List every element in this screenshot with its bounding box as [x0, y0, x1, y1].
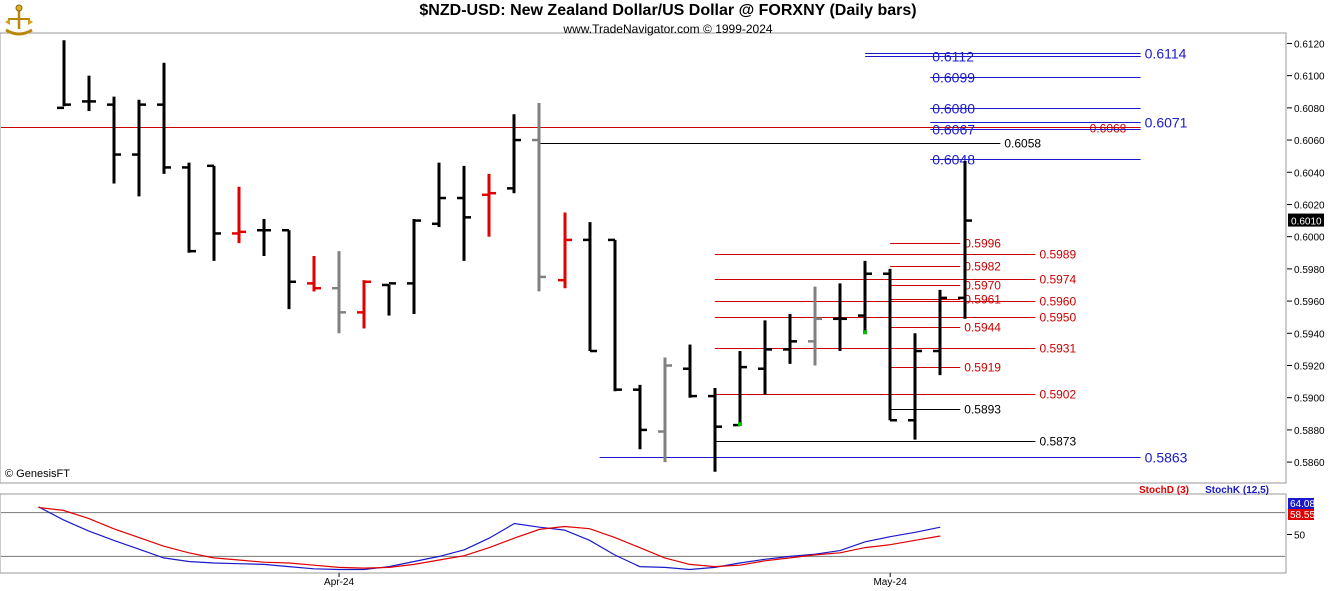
main-plot-area	[0, 32, 1287, 484]
level-label: 0.5974	[1039, 273, 1076, 287]
level-label: 0.5996	[964, 237, 1001, 251]
level-label: 0.5950	[1039, 311, 1076, 325]
level-label: 0.6067	[932, 122, 975, 138]
chart-frames	[0, 32, 1335, 574]
y-tick-label: 0.6040	[1294, 168, 1325, 179]
y-tick-label: 0.5920	[1294, 362, 1325, 373]
last-price-box	[1288, 213, 1324, 227]
indicator-value-label: 64.08	[1290, 499, 1315, 510]
y-tick-label: 0.5960	[1294, 297, 1325, 308]
legend-stochk: StochK (12,5)	[1205, 485, 1269, 496]
level-label: 0.5960	[1039, 295, 1076, 309]
stochastic-series-line	[38, 506, 941, 569]
level-label: 0.6114	[1145, 46, 1187, 62]
indicator-plot-area	[0, 493, 1287, 574]
level-label: 0.5970	[964, 279, 1001, 293]
y-tick-label: 0.6000	[1294, 233, 1325, 244]
level-label: 0.6071	[1145, 115, 1188, 131]
level-label: 0.6080	[932, 101, 975, 117]
y-tick-label: 0.6060	[1294, 136, 1325, 147]
ohlc-bars	[57, 40, 972, 472]
y-tick-label: 0.5940	[1294, 329, 1325, 340]
x-tick-label: Apr-24	[324, 577, 354, 588]
indicator-value-label: 58.55	[1290, 510, 1315, 521]
indicator-value-box	[1288, 509, 1314, 520]
last-price-label: 0.6010	[1291, 217, 1322, 228]
indicator-value-box	[1288, 498, 1314, 509]
level-label: 0.6099	[932, 70, 975, 86]
y-tick-label: 0.6120	[1294, 39, 1325, 50]
low-marker	[738, 422, 742, 427]
level-label: 0.5893	[964, 403, 1001, 417]
price-levels: 0.6114 0.6112 0.6099 0.6080 0.6071 0.6068 0.60…	[1, 46, 1188, 466]
low-marker	[863, 330, 867, 335]
level-label: 0.5873	[1039, 435, 1076, 449]
y-tick-label: 0.5880	[1294, 426, 1325, 437]
y-axis: 0.6120 0.6100 0.6080 0.6060 0.6040 0.6020 0.60…	[1287, 39, 1325, 469]
y-tick-label: 0.6100	[1294, 72, 1325, 83]
level-label: 0.5961	[964, 293, 1001, 307]
chart-title: $NZD-USD: New Zealand Dollar/US Dollar @…	[419, 2, 917, 19]
y-tick-label: 0.5980	[1294, 265, 1325, 276]
level-label: 0.5989	[1039, 248, 1076, 262]
y-tick-label: 0.5860	[1294, 458, 1325, 469]
copyright-text: © GenesisFT	[5, 468, 70, 480]
stochastic-series-line	[38, 506, 941, 571]
level-label: 0.6068	[1090, 122, 1127, 136]
chart-subtitle: www.TradeNavigator.com © 1999-2024	[563, 22, 773, 36]
y-tick-label: 0.5900	[1294, 394, 1325, 405]
x-axis: Apr-24 May-24	[324, 573, 907, 588]
trade-navigator-logo-icon	[5, 4, 33, 36]
legend-stochd: StochD (3)	[1139, 485, 1189, 496]
level-label: 0.6048	[932, 152, 975, 168]
indicator-tick-label: 50	[1294, 531, 1306, 542]
level-label: 0.6058	[1004, 137, 1041, 151]
y-tick-label: 0.6080	[1294, 104, 1325, 115]
level-label: 0.5931	[1039, 342, 1076, 356]
level-label: 0.5944	[964, 321, 1001, 335]
level-label: 0.5919	[964, 361, 1001, 375]
level-label: 0.5982	[964, 260, 1001, 274]
level-label: 0.6112	[932, 49, 974, 65]
price-axis	[1287, 33, 1335, 483]
x-tick-label: May-24	[873, 577, 907, 588]
y-tick-label: 0.6020	[1294, 200, 1325, 211]
level-label: 0.5902	[1039, 388, 1076, 402]
level-label: 0.5863	[1145, 450, 1188, 466]
